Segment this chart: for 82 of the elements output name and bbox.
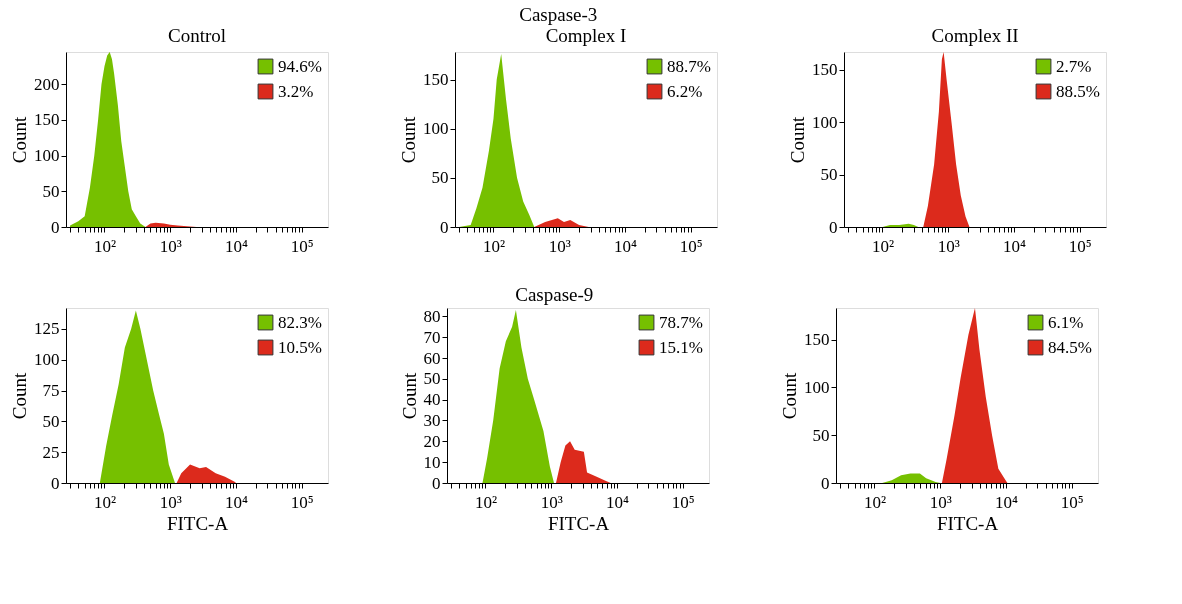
y-tick-label: 60 [423, 348, 441, 368]
x-tick-label: 10³ [929, 492, 952, 512]
chart-title: Control [167, 25, 227, 46]
y-tick-label: 0 [829, 217, 838, 237]
y-tick-label: 40 [423, 390, 441, 410]
x-tick-label: 10⁴ [995, 492, 1019, 512]
x-axis-title: FITC-A [936, 512, 999, 534]
x-tick-label: 10² [871, 236, 895, 256]
y-tick-label: 50 [820, 165, 838, 185]
y-axis-title: Count [398, 116, 419, 164]
x-tick-label: 10⁴ [225, 492, 249, 512]
y-tick-label: 125 [34, 319, 60, 339]
y-axis-title: Count [9, 116, 30, 164]
y-tick-label: 50 [42, 181, 60, 201]
x-tick-label: 10³ [159, 236, 182, 256]
y-tick-label: 150 [34, 110, 60, 130]
x-tick-label: 10³ [548, 236, 571, 256]
legend-label: 6.1% [1048, 312, 1084, 332]
legend-label: 88.5% [1056, 81, 1100, 101]
y-tick-label: 50 [431, 168, 449, 188]
legend-label: 88.7% [667, 56, 711, 76]
x-axis-title: FITC-A [547, 512, 610, 534]
y-tick-label: 10 [423, 452, 441, 472]
x-tick-label: 10⁴ [1003, 236, 1027, 256]
y-axis-title: Count [9, 372, 30, 420]
x-tick-label: 10⁵ [290, 492, 314, 512]
y-tick-label: 0 [440, 217, 449, 237]
x-tick-label: 10² [482, 236, 506, 256]
x-tick-label: 10³ [540, 492, 563, 512]
legend-label: 3.2% [278, 81, 314, 101]
chart-title: Complex II [931, 25, 1019, 46]
y-tick-label: 0 [51, 473, 60, 493]
legend-label: 84.5% [1048, 337, 1092, 357]
y-axis-title: Count [787, 116, 808, 164]
chart-title: Caspase-9 [515, 283, 594, 305]
x-tick-label: 10⁵ [290, 236, 314, 256]
chart-subtitle: Complex I [545, 25, 627, 46]
y-tick-label: 0 [821, 473, 830, 493]
y-tick-label: 25 [42, 442, 60, 462]
legend-label: 94.6% [278, 56, 322, 76]
y-axis-title: Count [398, 372, 420, 420]
x-tick-label: 10² [93, 236, 117, 256]
x-tick-label: 10⁵ [679, 236, 703, 256]
x-tick-label: 10³ [937, 236, 960, 256]
x-tick-label: 10⁵ [671, 492, 695, 512]
legend-label: 15.1% [659, 337, 703, 357]
x-tick-label: 10⁴ [225, 236, 249, 256]
y-tick-label: 200 [34, 74, 60, 94]
y-tick-label: 50 [42, 411, 60, 431]
y-tick-label: 150 [423, 70, 449, 90]
y-tick-label: 75 [42, 381, 60, 401]
y-tick-label: 20 [423, 431, 441, 451]
y-tick-label: 0 [432, 473, 441, 493]
y-tick-label: 150 [804, 330, 830, 350]
y-tick-label: 30 [423, 411, 441, 430]
x-axis-title: FITC-A [166, 512, 229, 534]
legend-label: 10.5% [278, 337, 322, 357]
y-tick-label: 100 [804, 377, 830, 397]
x-tick-label: 10² [863, 492, 887, 512]
y-tick-label: 100 [423, 119, 449, 139]
legend-label: 2.7% [1056, 56, 1092, 76]
y-tick-label: 50 [812, 425, 830, 445]
y-tick-label: 150 [812, 60, 838, 80]
x-tick-label: 10⁵ [1068, 236, 1092, 256]
x-tick-label: 10² [93, 492, 117, 512]
y-tick-label: 50 [423, 369, 441, 389]
x-tick-label: 10² [474, 492, 498, 512]
x-tick-label: 10³ [159, 492, 182, 512]
chart-title: Caspase-3 [519, 3, 598, 25]
x-tick-label: 10⁵ [1060, 492, 1084, 512]
legend-label: 6.2% [667, 81, 703, 101]
y-tick-label: 80 [423, 306, 441, 326]
x-tick-label: 10⁴ [606, 492, 630, 512]
legend-label: 78.7% [659, 312, 703, 332]
y-tick-label: 100 [34, 350, 60, 370]
y-axis-title: Count [779, 372, 800, 420]
y-tick-label: 100 [34, 146, 60, 166]
y-tick-label: 100 [812, 112, 838, 132]
legend-label: 82.3% [278, 312, 322, 332]
x-tick-label: 10⁴ [614, 236, 638, 256]
y-tick-label: 0 [51, 217, 60, 237]
y-tick-label: 70 [423, 327, 441, 347]
